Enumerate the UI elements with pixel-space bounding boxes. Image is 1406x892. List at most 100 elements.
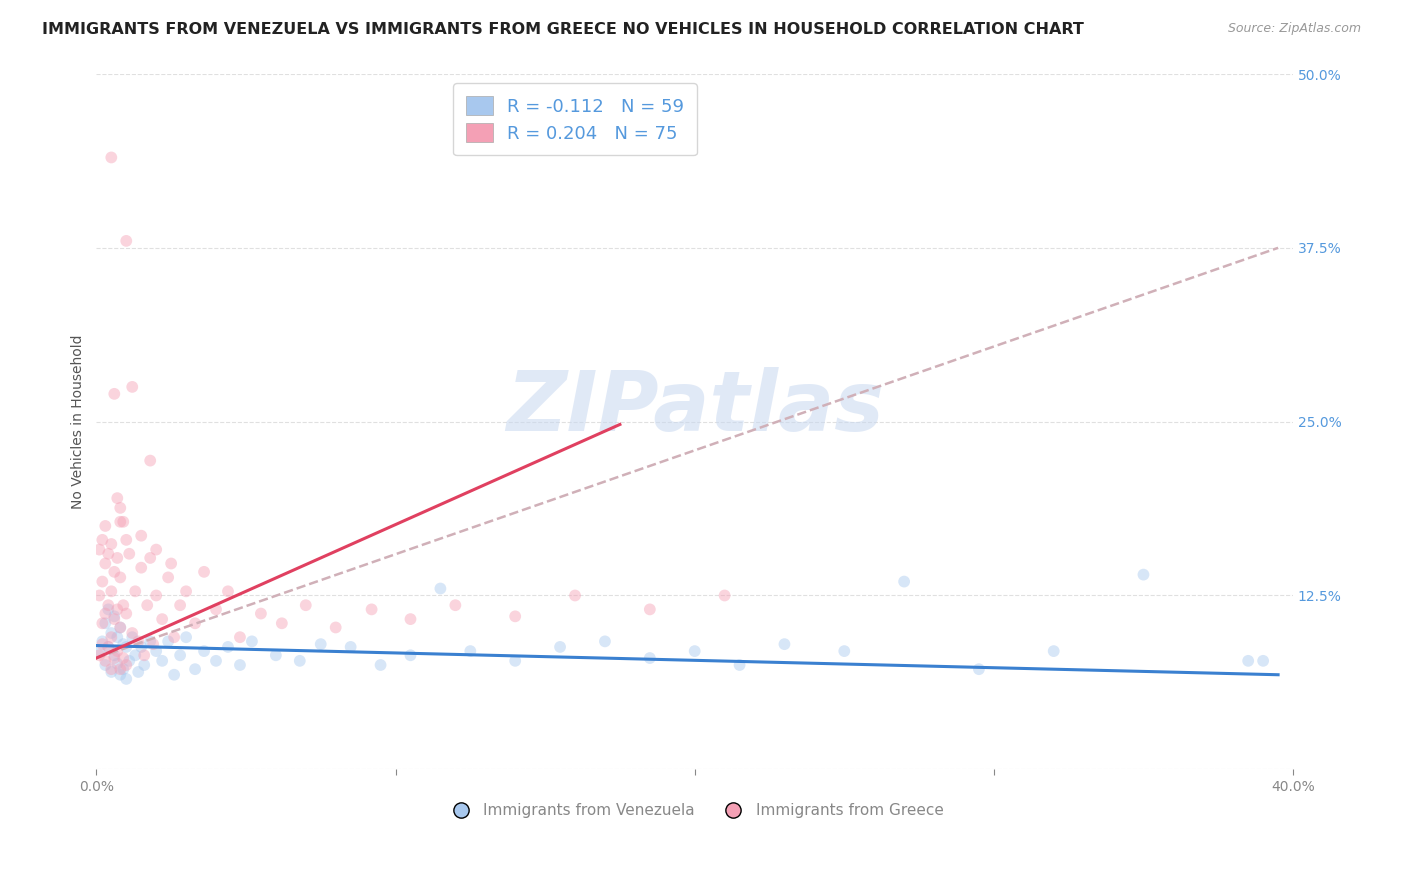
Point xyxy=(1042,644,1064,658)
Point xyxy=(1251,654,1274,668)
Point xyxy=(105,491,128,505)
Point xyxy=(103,387,125,401)
Point xyxy=(89,589,111,603)
Point xyxy=(97,640,120,654)
Point xyxy=(229,658,252,673)
Point xyxy=(444,598,467,612)
Point xyxy=(270,616,292,631)
Point xyxy=(100,626,122,640)
Point xyxy=(129,640,152,654)
Point xyxy=(110,500,132,515)
Point xyxy=(399,648,422,663)
Point xyxy=(217,584,239,599)
Point xyxy=(309,637,332,651)
Point xyxy=(115,607,138,621)
Point xyxy=(713,589,735,603)
Point xyxy=(264,648,287,663)
Point xyxy=(91,634,114,648)
Point xyxy=(112,515,135,529)
Point xyxy=(288,654,311,668)
Point xyxy=(134,648,156,663)
Point xyxy=(121,380,143,394)
Point xyxy=(157,634,180,648)
Point xyxy=(370,658,392,673)
Point xyxy=(564,589,586,603)
Point xyxy=(193,565,215,579)
Point xyxy=(100,630,122,644)
Point xyxy=(1132,567,1154,582)
Point xyxy=(163,630,186,644)
Point xyxy=(205,654,228,668)
Point xyxy=(127,665,149,679)
Point xyxy=(638,651,661,665)
Point xyxy=(205,602,228,616)
Point xyxy=(773,637,796,651)
Text: ZIPatlas: ZIPatlas xyxy=(506,368,883,449)
Point xyxy=(399,612,422,626)
Point xyxy=(110,570,132,584)
Point xyxy=(157,570,180,584)
Point xyxy=(97,547,120,561)
Point xyxy=(105,657,128,671)
Point xyxy=(112,637,135,651)
Point xyxy=(110,662,132,676)
Text: Source: ZipAtlas.com: Source: ZipAtlas.com xyxy=(1227,22,1361,36)
Point xyxy=(89,542,111,557)
Point xyxy=(174,584,197,599)
Point xyxy=(136,598,159,612)
Point xyxy=(91,637,114,651)
Point xyxy=(250,607,273,621)
Point xyxy=(110,515,132,529)
Point xyxy=(134,658,156,673)
Point xyxy=(169,648,191,663)
Point xyxy=(169,598,191,612)
Point xyxy=(121,626,143,640)
Point xyxy=(160,557,183,571)
Point xyxy=(163,667,186,681)
Point xyxy=(115,640,138,654)
Point xyxy=(105,602,128,616)
Point xyxy=(339,640,361,654)
Point xyxy=(1237,654,1260,668)
Point xyxy=(145,644,167,658)
Point xyxy=(593,634,616,648)
Point xyxy=(110,620,132,634)
Point xyxy=(129,529,152,543)
Point xyxy=(294,598,316,612)
Point xyxy=(124,648,146,663)
Point xyxy=(139,453,162,467)
Point xyxy=(142,637,165,651)
Point xyxy=(103,648,125,663)
Point xyxy=(91,616,114,631)
Point xyxy=(325,620,347,634)
Point xyxy=(112,651,135,665)
Point xyxy=(240,634,263,648)
Point xyxy=(429,582,451,596)
Point xyxy=(94,654,117,668)
Point xyxy=(97,602,120,616)
Point xyxy=(139,634,162,648)
Point xyxy=(100,151,122,165)
Point xyxy=(112,662,135,676)
Point xyxy=(103,565,125,579)
Point xyxy=(105,550,128,565)
Point xyxy=(94,519,117,533)
Point xyxy=(91,574,114,589)
Point xyxy=(683,644,706,658)
Point xyxy=(184,616,207,631)
Point xyxy=(121,630,143,644)
Point xyxy=(112,598,135,612)
Point xyxy=(832,644,855,658)
Point xyxy=(115,533,138,547)
Point xyxy=(503,654,526,668)
Point xyxy=(105,644,128,658)
Point xyxy=(129,560,152,574)
Point xyxy=(139,550,162,565)
Point xyxy=(548,640,571,654)
Point xyxy=(89,644,111,658)
Point xyxy=(184,662,207,676)
Point xyxy=(115,658,138,673)
Text: IMMIGRANTS FROM VENEZUELA VS IMMIGRANTS FROM GREECE NO VEHICLES IN HOUSEHOLD COR: IMMIGRANTS FROM VENEZUELA VS IMMIGRANTS … xyxy=(42,22,1084,37)
Point xyxy=(118,654,141,668)
Point xyxy=(110,667,132,681)
